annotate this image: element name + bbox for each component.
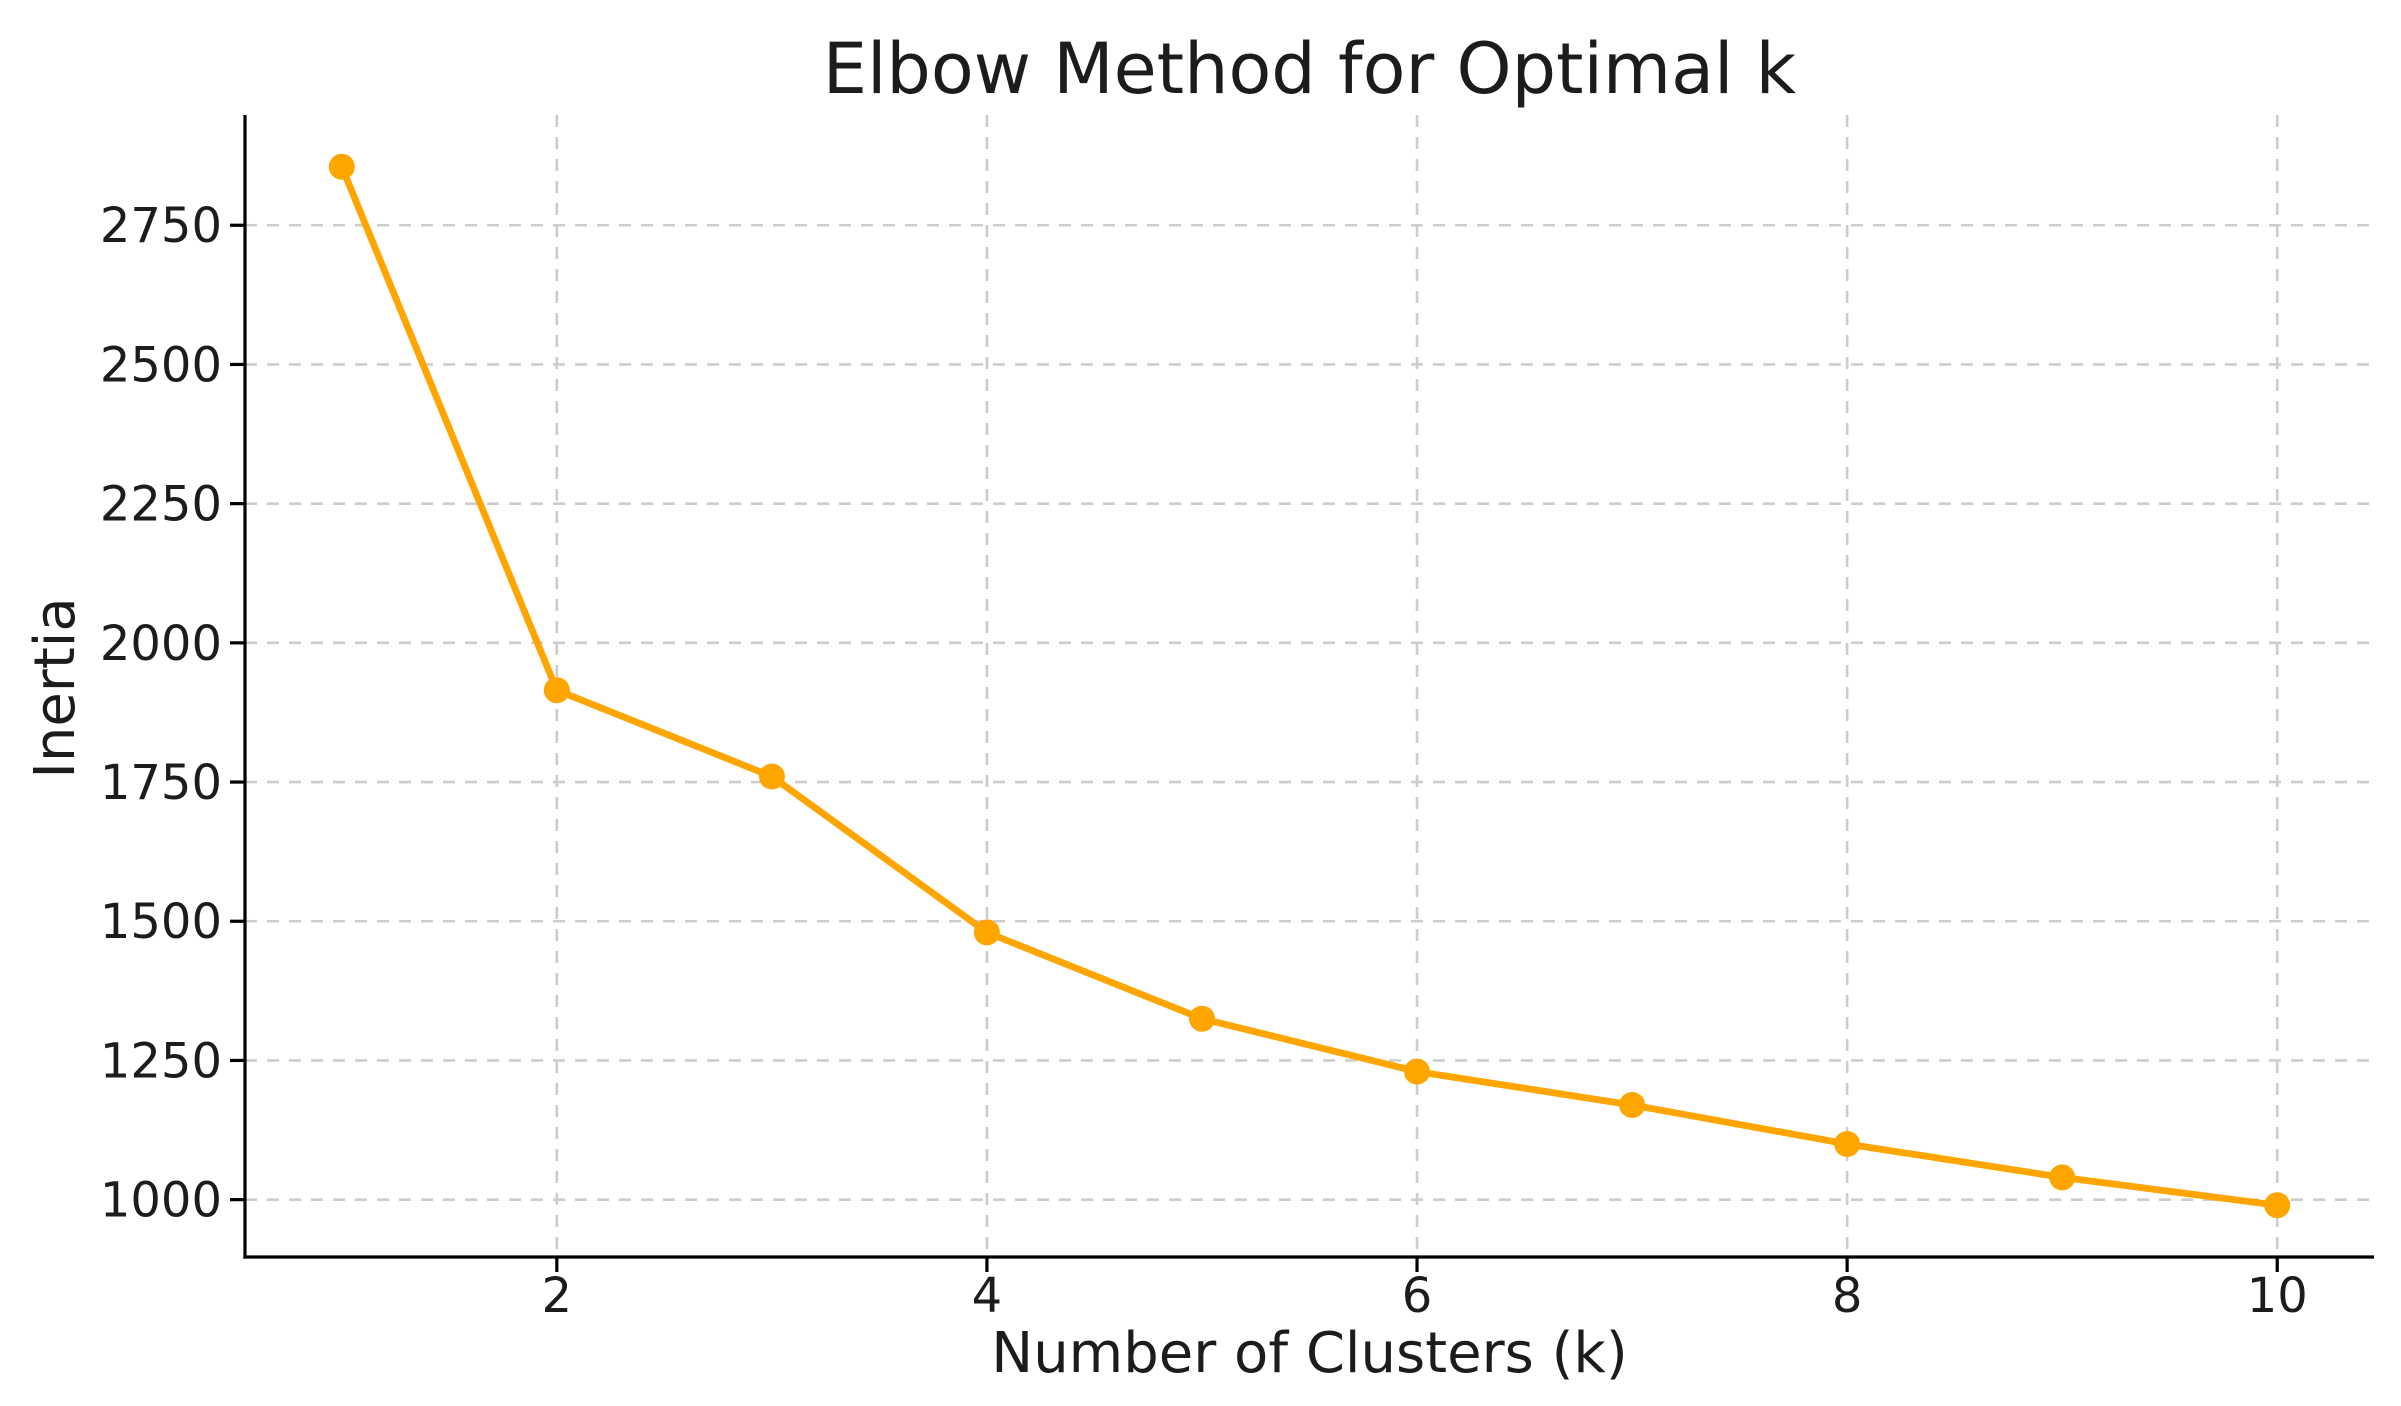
y-tick-label-2500: 2500 [100,337,222,393]
chart-title: Elbow Method for Optimal k [823,28,1797,110]
y-tick-label-1500: 1500 [100,894,222,950]
data-point-k5 [1189,1005,1215,1032]
data-point-k10 [2264,1192,2291,1219]
series-line-inertia [338,163,2281,1209]
y-tick-label-2250: 2250 [100,477,222,533]
x-axis-label: Number of Clusters (k) [991,1321,1627,1386]
y-tick-label-1750: 1750 [100,755,222,811]
data-point-k8 [1834,1131,1861,1157]
data-point-k4 [973,919,1000,946]
data-point-k1 [328,153,355,180]
x-tick-label-6: 6 [1402,1268,1433,1324]
series-layer [328,153,2291,1219]
x-tick-label-8: 8 [1832,1268,1863,1324]
x-tick-label-10: 10 [2247,1268,2308,1324]
grid-layer [245,115,2374,1257]
x-tick-label-4: 4 [972,1268,1003,1324]
data-point-k6 [1404,1058,1430,1085]
x-tick-label-2: 2 [542,1268,573,1324]
y-tick-label-2750: 2750 [100,198,222,254]
data-point-k9 [2049,1164,2076,1191]
data-point-k7 [1619,1092,1646,1118]
data-point-k2 [543,677,570,704]
y-tick-label-2000: 2000 [100,616,222,672]
y-tick-label-1000: 1000 [100,1173,222,1229]
y-tick-label-1250: 1250 [100,1033,222,1089]
y-axis-label: Inertia [23,597,88,778]
data-point-k3 [758,763,785,790]
axes-layer: 2 4 6 8 10 1000 1250 1500 1750 2000 2250 2500 2750 [100,115,2374,1324]
